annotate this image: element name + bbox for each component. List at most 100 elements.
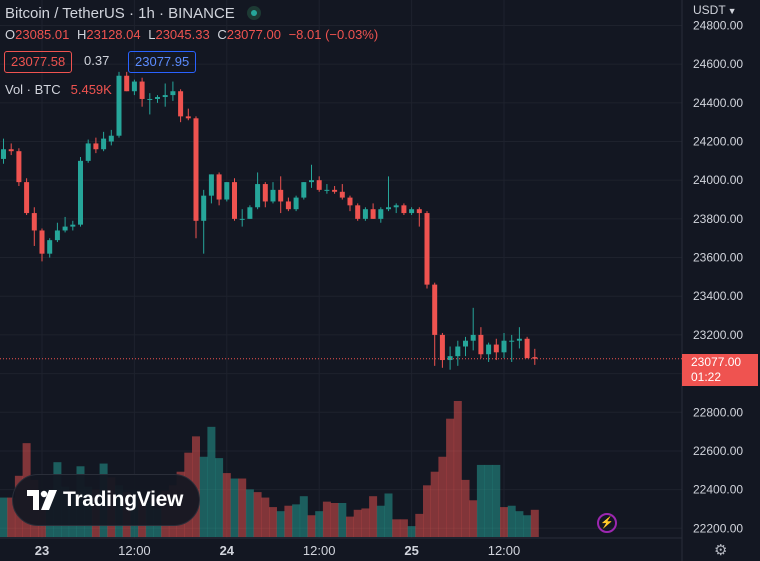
- y-tick-label: 24000.00: [693, 173, 743, 187]
- candle-body: [170, 91, 176, 96]
- volume-bar: [330, 503, 339, 537]
- high-key: H: [76, 27, 87, 42]
- candle: [486, 342, 492, 362]
- buy-price-box[interactable]: 23077.95: [128, 51, 197, 73]
- candle-body: [362, 209, 368, 219]
- volume-bar: [361, 508, 370, 537]
- y-tick-label: 23800.00: [693, 212, 743, 226]
- volume-legend: Vol · BTC 5.459K: [5, 82, 112, 97]
- candle: [216, 172, 222, 206]
- candle-body: [524, 338, 530, 359]
- candle: [185, 108, 191, 121]
- candle: [139, 77, 145, 107]
- candle-body: [224, 182, 230, 200]
- volume-bar: [284, 505, 293, 537]
- candle: [93, 137, 99, 154]
- x-tick-label: 12:00: [118, 543, 151, 558]
- volume-bar: [423, 485, 431, 537]
- volume-bar: [245, 489, 254, 537]
- volume-bar: [238, 478, 247, 537]
- candle-body: [178, 91, 184, 117]
- candle: [155, 95, 160, 103]
- price-change: −8.01 (−0.03%): [288, 27, 379, 42]
- candle-body: [378, 209, 384, 219]
- volume-value: 5.459K: [70, 82, 112, 97]
- candle-body: [285, 201, 291, 210]
- candle: [101, 131, 107, 152]
- y-tick-label: 22200.00: [693, 521, 743, 535]
- gear-icon[interactable]: ⚙: [714, 542, 728, 559]
- chart-grid: [0, 0, 682, 538]
- candle-body: [47, 240, 53, 254]
- candle-body: [24, 182, 30, 214]
- y-tick-label: 24200.00: [693, 135, 743, 149]
- candle: [324, 184, 330, 194]
- candle-body: [493, 344, 499, 353]
- time-axis[interactable]: 23 12:00 24 12:00 25 12:00: [0, 537, 682, 558]
- candle: [178, 89, 184, 123]
- candle: [270, 182, 276, 204]
- candle: [208, 174, 214, 204]
- sell-price-box[interactable]: 23077.58: [4, 51, 73, 73]
- candle-body: [232, 182, 237, 219]
- volume-bar: [523, 515, 532, 537]
- candle-body: [386, 207, 391, 210]
- candle-body: [516, 338, 522, 341]
- candle-body: [486, 344, 492, 355]
- candle-body: [62, 226, 68, 231]
- candle-body: [8, 149, 14, 152]
- candle: [332, 185, 338, 194]
- volume-bar: [392, 519, 401, 537]
- candle-body: [185, 116, 191, 119]
- y-tick-label: 23400.00: [693, 289, 743, 303]
- candle: [524, 336, 530, 359]
- lightning-icon[interactable]: ⚡: [597, 513, 617, 533]
- volume-bar: [369, 496, 378, 537]
- logo-wordmark: TradingView: [63, 488, 184, 511]
- price-axis[interactable]: 22200.0022400.0022600.0022800.0023000.00…: [681, 0, 743, 561]
- candle-body: [108, 135, 114, 142]
- candle: [393, 203, 399, 214]
- volume-bar: [322, 501, 331, 537]
- candle-body: [1, 149, 6, 159]
- candles: [1, 71, 538, 370]
- candle: [116, 71, 122, 138]
- y-tick-label: 24400.00: [693, 96, 743, 110]
- candle-body: [432, 284, 438, 335]
- candle-body: [101, 138, 107, 150]
- tradingview-logo[interactable]: TradingView: [12, 474, 200, 526]
- candle: [39, 228, 45, 262]
- volume-bar: [269, 507, 277, 537]
- candle-body: [155, 97, 160, 99]
- candle: [170, 81, 176, 101]
- high-value: 23128.04: [86, 27, 141, 42]
- last-price-value: 23077.00: [691, 355, 742, 369]
- symbol-header[interactable]: Bitcoin / TetherUS · 1h · BINANCE: [5, 5, 261, 22]
- volume-bar: [353, 509, 362, 537]
- candle-body: [270, 189, 276, 202]
- symbol-title[interactable]: Bitcoin / TetherUS · 1h · BINANCE: [5, 5, 235, 22]
- candle: [309, 164, 314, 188]
- candle-body: [332, 189, 338, 192]
- volume-bar: [438, 456, 447, 537]
- volume-bar: [530, 509, 539, 537]
- candle: [16, 148, 22, 186]
- volume-bar: [492, 464, 501, 537]
- candle-body: [409, 209, 415, 214]
- currency-selector[interactable]: USDT ▼: [693, 3, 737, 17]
- volume-bar: [292, 504, 301, 537]
- volume-bar: [415, 513, 424, 537]
- y-tick-label: 24600.00: [693, 57, 743, 71]
- candle: [355, 203, 361, 221]
- candle-body: [139, 81, 145, 99]
- candle-body: [339, 191, 345, 198]
- candle: [124, 71, 130, 92]
- volume-bar: [230, 478, 239, 537]
- candle: [293, 195, 299, 212]
- x-tick-label: 24: [220, 543, 235, 558]
- candle-body: [255, 184, 261, 208]
- volume-bar: [222, 473, 231, 537]
- candle: [255, 172, 261, 210]
- candle-body: [78, 160, 83, 225]
- candle-body: [162, 95, 168, 98]
